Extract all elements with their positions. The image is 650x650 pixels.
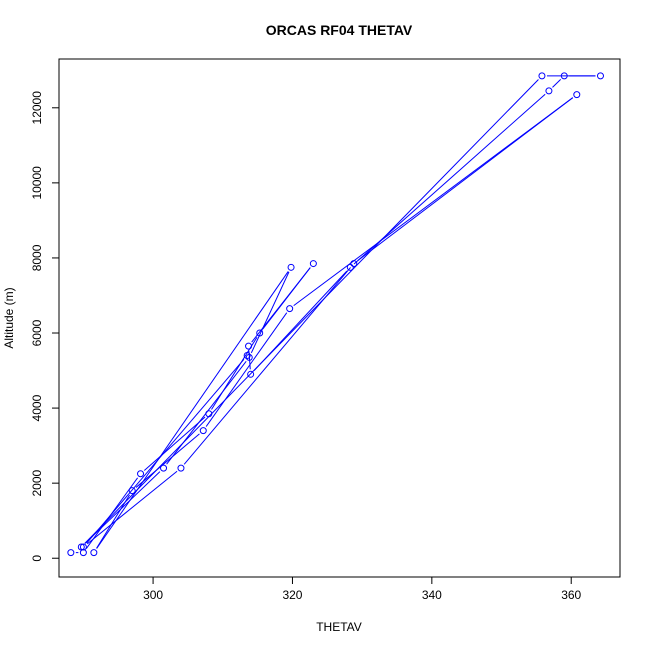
series-line-segment xyxy=(96,494,130,549)
series-line-segment xyxy=(96,271,289,549)
data-point xyxy=(596,72,604,80)
plot-frame xyxy=(58,58,621,578)
series-line-segment xyxy=(552,79,562,88)
y-tick-label: 8000 xyxy=(30,244,44,271)
data-point xyxy=(560,72,568,80)
data-point xyxy=(137,470,145,478)
data-point xyxy=(350,260,358,268)
series-layer xyxy=(67,72,604,557)
series-line-segment xyxy=(205,312,288,427)
data-point xyxy=(77,543,85,551)
data-point xyxy=(205,410,213,418)
series-line-segment xyxy=(135,433,200,488)
data-point xyxy=(309,260,317,268)
data-point xyxy=(245,342,253,350)
x-tick-label: 340 xyxy=(422,588,442,602)
data-point xyxy=(346,263,354,271)
data-point xyxy=(545,87,553,95)
series-line-segment xyxy=(357,97,574,261)
data-point xyxy=(199,427,207,435)
y-axis-title: Altitude (m) xyxy=(2,287,16,348)
chart-title: ORCAS RF04 THETAV xyxy=(266,22,413,38)
y-tick-label: 2000 xyxy=(30,469,44,496)
data-point xyxy=(243,352,251,360)
y-tick-label: 12000 xyxy=(30,91,44,125)
data-point xyxy=(90,549,98,557)
series-line-segment xyxy=(251,267,311,343)
x-tick-label: 360 xyxy=(561,588,581,602)
data-point xyxy=(177,464,185,472)
y-tick-label: 4000 xyxy=(30,394,44,421)
data-point xyxy=(245,353,253,361)
series-line-segment xyxy=(183,267,351,465)
x-tick-label: 300 xyxy=(143,588,163,602)
data-point xyxy=(247,370,255,378)
y-tick-label: 0 xyxy=(30,555,44,562)
data-point xyxy=(79,543,87,551)
data-point xyxy=(287,263,295,271)
series-line-segment xyxy=(250,271,290,354)
series-line-segment xyxy=(143,416,206,471)
data-point xyxy=(128,487,136,495)
data-point xyxy=(286,305,294,313)
data-point xyxy=(573,91,581,99)
series-line-segment xyxy=(86,470,178,545)
y-tick-label: 6000 xyxy=(30,319,44,346)
series-line-segment xyxy=(84,471,161,544)
data-point xyxy=(67,549,75,557)
series-line-segment xyxy=(86,359,245,544)
x-tick-label: 320 xyxy=(282,588,302,602)
data-point xyxy=(538,72,546,80)
series-line-segment xyxy=(84,79,539,544)
x-axis-title: THETAV xyxy=(316,620,362,634)
y-tick-label: 10000 xyxy=(30,166,44,200)
data-point xyxy=(160,464,168,472)
data-point xyxy=(256,329,264,337)
